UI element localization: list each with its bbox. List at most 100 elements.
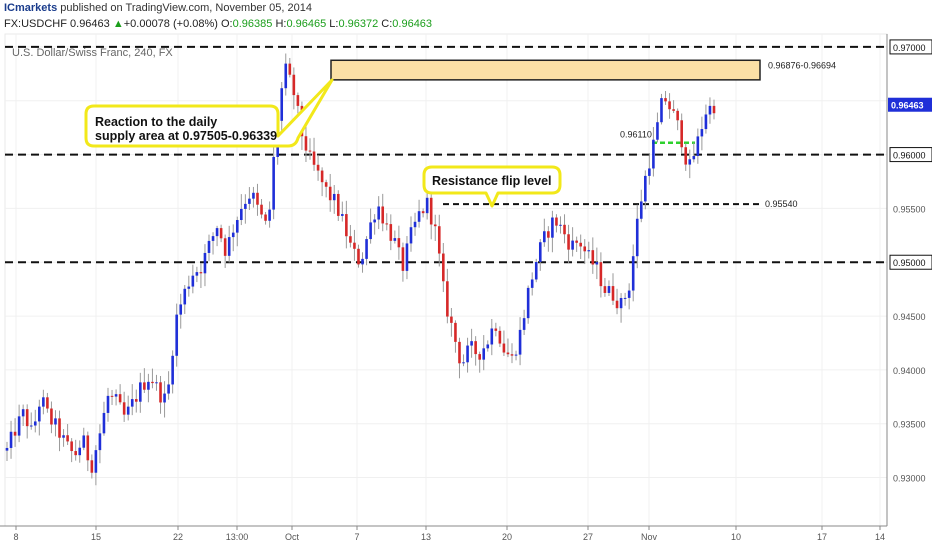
candle-bull [559, 224, 562, 226]
high-value: 0.96465 [286, 18, 327, 30]
candle-bull [696, 136, 700, 156]
candle-bear [672, 109, 675, 111]
price-axis[interactable]: 0.970000.965000.960000.955000.950000.945… [886, 34, 932, 526]
resistance-callout-bubble[interactable] [422, 165, 562, 208]
supply-callout-line2: supply area at 0.97505-0.96339 [95, 129, 277, 143]
candle-bull [332, 193, 336, 201]
candle-bull [361, 258, 364, 265]
candle-bull [409, 227, 413, 244]
candle-bull [280, 88, 284, 121]
price-level-tag [889, 39, 932, 55]
last-price-tag-label: 0.96463 [891, 101, 924, 111]
open-label: O: [220, 18, 233, 30]
candle-bull [486, 344, 490, 349]
candle-bear [381, 206, 385, 224]
candle-bear [312, 151, 316, 165]
candle-bull [551, 217, 554, 238]
candle-bull [526, 287, 530, 319]
candle-bull [466, 345, 469, 363]
candle-bull [514, 354, 518, 356]
candle-bear [668, 101, 671, 110]
candle-bear [296, 95, 300, 106]
candle-bear [429, 197, 433, 225]
publisher-line: ICmarkets published on TradingView.com, … [4, 2, 312, 14]
candle-bull [413, 221, 417, 228]
candle-bull [38, 406, 41, 422]
change-arrow-icon: ▲ [112, 18, 124, 30]
candle-bear [506, 352, 510, 355]
candle-bear [260, 204, 263, 215]
price-axis-bg [887, 34, 932, 526]
candle-bull [82, 435, 86, 448]
candle-bear [567, 234, 570, 250]
price-level-tag [889, 254, 932, 270]
candle-bull [272, 156, 275, 210]
candle-bear [446, 281, 449, 317]
candle-bull [656, 122, 659, 140]
candle-bear [401, 247, 405, 271]
candle-bull [203, 252, 207, 274]
time-tick-label: Oct [285, 532, 300, 542]
candle-bear [615, 300, 619, 309]
candle-bull [29, 425, 33, 427]
candle-bull [522, 318, 526, 330]
last-price-tag [888, 97, 932, 112]
candle-bear [66, 435, 69, 442]
publish-info: published on TradingView.com, November 0… [57, 2, 312, 14]
candle-bull [660, 98, 663, 123]
candle-bull [9, 431, 13, 448]
candle-bull [417, 211, 421, 222]
candle-bull [607, 286, 611, 293]
candle-bear [575, 240, 578, 243]
candle-bull [171, 355, 174, 385]
time-tick-label: 7 [354, 532, 359, 542]
candle-bear [349, 236, 352, 243]
candle-bear [219, 228, 223, 239]
candle-bear [442, 253, 445, 282]
candle-bull [619, 298, 623, 309]
candle-bear [599, 262, 603, 287]
candle-bear [324, 182, 328, 187]
candle-bear [46, 397, 49, 409]
candle-bear [454, 322, 457, 342]
candle-bear [421, 211, 425, 214]
candle-bear [603, 286, 607, 293]
candle-bull [167, 384, 170, 394]
candle-bear [58, 418, 61, 438]
candle-bear [450, 316, 453, 323]
candle-bear [547, 231, 550, 238]
candle-bear [151, 381, 154, 384]
supply-callout-bubble[interactable] [84, 78, 334, 148]
candle-bear [50, 408, 53, 425]
candle-bear [316, 164, 320, 171]
supply-zone-label: 0.96876-0.96694 [768, 60, 836, 70]
candle-bull [235, 220, 239, 233]
candle-bull [130, 399, 134, 407]
candle-bear [264, 214, 267, 221]
candle-bear [74, 451, 77, 456]
candle-bull [227, 237, 231, 256]
candle-bear [86, 435, 90, 461]
candle-bull [195, 272, 199, 276]
candle-bear [134, 399, 138, 402]
supply-zone-rect[interactable] [330, 59, 761, 81]
candle-bear [680, 120, 683, 148]
candle-bear [397, 238, 401, 248]
annotation-callouts: Reaction to the daily supply area at 0.9… [84, 78, 562, 208]
time-axis[interactable]: 8 15 22 13:00 Oct 7 13 20 27 Nov 10 17 14 [0, 525, 887, 542]
close-label: C: [381, 18, 393, 30]
candle-bear [159, 382, 162, 403]
candle-bull [639, 201, 643, 219]
price-tick-label: 0.94500 [893, 312, 926, 322]
price-tick-label: 0.95000 [893, 258, 926, 268]
candle-bear [510, 354, 514, 356]
candle-bull [211, 236, 215, 241]
supply-callout-line1: Reaction to the daily [95, 115, 217, 129]
close-value: 0.96463 [392, 18, 433, 30]
candle-bull [21, 409, 25, 417]
brand-name[interactable]: ICmarkets [4, 2, 58, 14]
candle-bear [385, 223, 389, 225]
candle-bull [62, 435, 65, 438]
candle-bull [33, 421, 37, 426]
